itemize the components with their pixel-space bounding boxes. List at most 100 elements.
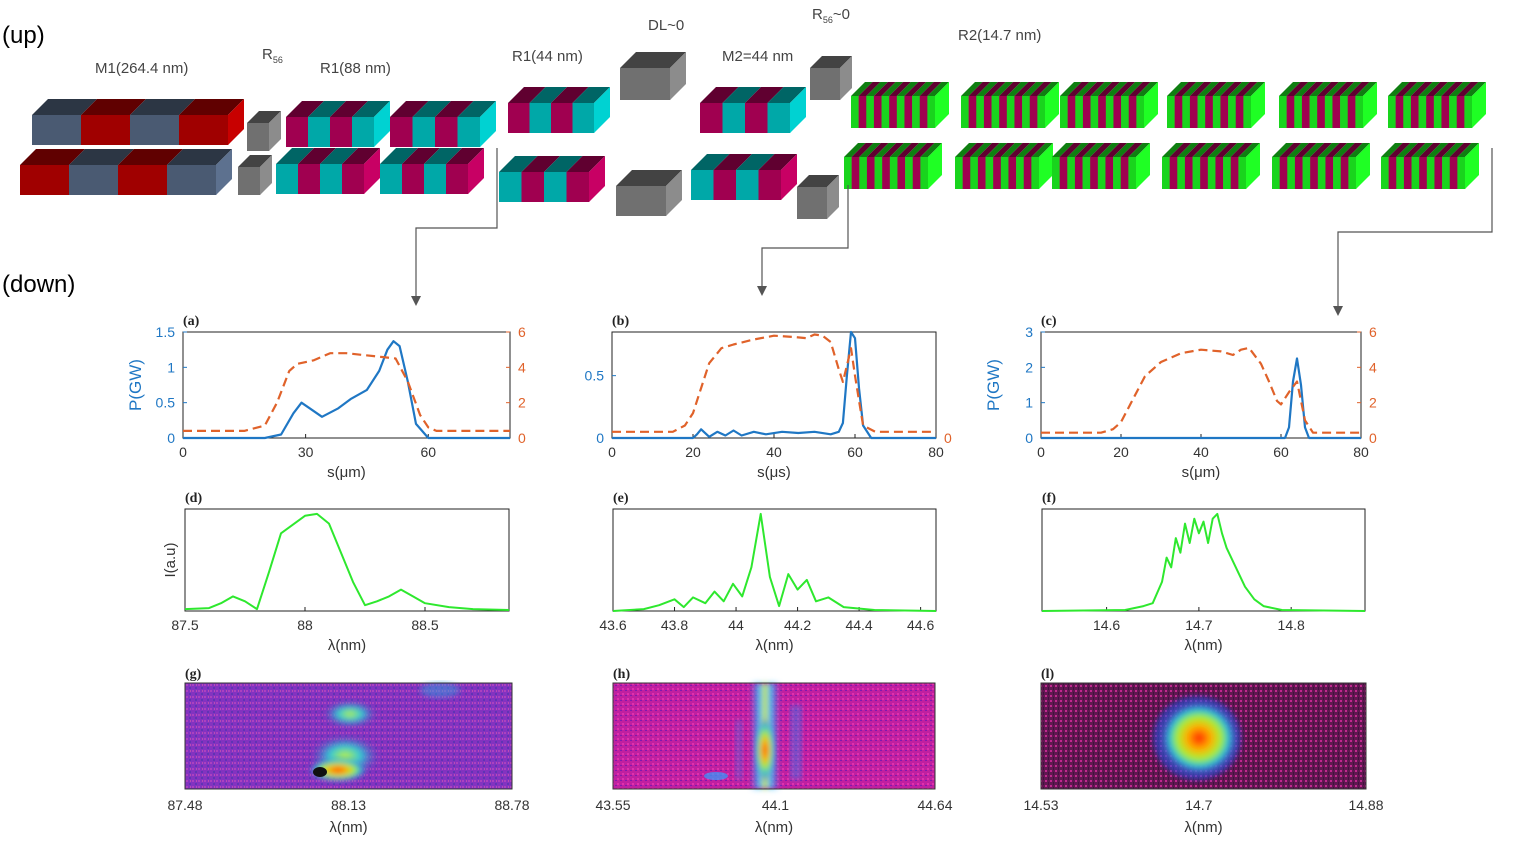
block-r2-top-0-front-9 (919, 96, 928, 128)
block-r1-88-b-top-0 (390, 101, 429, 117)
image-h-tick-label: 44.64 (917, 797, 952, 813)
block-r2-bottom-4-front-5 (1310, 157, 1319, 189)
chart-b-frame (611, 331, 937, 439)
up-label: (up) (2, 22, 45, 49)
block-r1-88-c-top-0 (276, 148, 314, 164)
block-r2-bottom-4-top-9 (1340, 143, 1363, 157)
chart-d: (d) 87.5 88 88.5 λ(nm) I(a.u) (162, 491, 510, 654)
block-r2-bottom-3-top-9 (1230, 143, 1253, 157)
block-r2-top-5-top-9 (1456, 82, 1479, 96)
block-r2-top-3-top-2 (1182, 82, 1204, 96)
block-r2-bottom-2-side (1136, 143, 1150, 189)
block-r2-bottom-1-front-4 (985, 157, 994, 189)
block-r2-bottom-2-front-8 (1113, 157, 1122, 189)
chart-f-xtick-label: 14.6 (1093, 617, 1120, 633)
block-r2-top-5-top-4 (1418, 82, 1441, 96)
block-r2-bottom-4-front-9 (1340, 157, 1349, 189)
block-r2-bottom-0-front-10 (920, 157, 929, 189)
block-r2-bottom-5-top-0 (1381, 143, 1403, 157)
block-m2-top-top-2 (745, 87, 784, 103)
block-m1-top (32, 99, 244, 145)
block-r2-top-4-top-8 (1340, 82, 1362, 96)
block-r2-bottom-0-top-2 (859, 143, 881, 157)
block-r2-top-5-top-3 (1410, 82, 1433, 96)
block-r1-44-bottom-front-0 (499, 172, 522, 202)
block-r2-bottom-4-front-8 (1333, 157, 1342, 189)
chart-b-xtick-label: 0 (608, 444, 616, 460)
block-r2-top-0-top-2 (866, 82, 888, 96)
block-r1-44-bottom-top-2 (544, 156, 583, 172)
block-r2-top-4 (1279, 82, 1377, 128)
m1-label: M1(264.4 nm) (95, 60, 188, 77)
chart-f-frame (1041, 508, 1366, 612)
block-r2-bottom-0-front-7 (897, 157, 906, 189)
block-r2-bottom-3-front-3 (1184, 157, 1193, 189)
chart-a-xtick-label: 30 (298, 444, 314, 460)
block-r2-bottom-3-top-4 (1192, 143, 1215, 157)
block-m1-bottom-top-3 (167, 149, 232, 165)
block-r2-top-2-front-2 (1075, 96, 1084, 128)
block-m1-top-front-0 (32, 115, 82, 145)
block-r2-bottom-4-top-6 (1317, 143, 1340, 157)
block-r1-44-bottom-top-0 (499, 156, 538, 172)
block-r2-top-0-front-3 (873, 96, 882, 128)
block-r2-top-4-front-0 (1279, 96, 1287, 128)
block-r2-top-0-top-4 (881, 82, 904, 96)
block-r2-top-2-top-7 (1113, 82, 1136, 96)
block-r1-88-a-side (374, 101, 390, 147)
block-r2-bottom-2-front-0 (1052, 157, 1060, 189)
block-r2-bottom-4-front-10 (1348, 157, 1357, 189)
block-r2-top-2-front-6 (1105, 96, 1114, 128)
block-r2-bottom-0-top-7 (897, 143, 920, 157)
block-r2-top-2-front-7 (1113, 96, 1122, 128)
block-r2-top-1-top-7 (1014, 82, 1037, 96)
block-r1-44-top-front-3 (572, 103, 595, 133)
block-r2-top-1-top-3 (983, 82, 1006, 96)
block-r2-top-1-side (1045, 82, 1059, 128)
chart-f-xtick-label: 14.7 (1185, 617, 1212, 633)
block-r2-bottom-4-top-4 (1302, 143, 1325, 157)
block-r2-bottom-0-top-1 (851, 143, 874, 157)
chart-b-xtick-label: 60 (847, 444, 863, 460)
block-r1-88-b-side (480, 101, 496, 147)
block-r2-bottom-5-front-2 (1396, 157, 1405, 189)
block-r1-44-top-top-3 (572, 87, 610, 103)
chart-a-ytick-left-label: 1 (167, 359, 175, 375)
block-r2-bottom-1-top-5 (993, 143, 1015, 157)
block-m1-top-top-2 (130, 99, 195, 115)
block-r2-top-2 (1060, 82, 1158, 128)
block-r2-bottom-5-front-0 (1381, 157, 1389, 189)
block-m1-top-side (228, 99, 244, 145)
block-r2-bottom-1-front-9 (1023, 157, 1032, 189)
delay-line-top-front-0 (620, 68, 671, 100)
block-r2-top-4-front-2 (1294, 96, 1303, 128)
block-r2-bottom-0 (844, 143, 942, 189)
image-i-hotspot (1159, 700, 1239, 776)
block-r2-top-5-front-6 (1433, 96, 1442, 128)
arrow-to-c (1337, 148, 1493, 312)
block-m2-bottom-top-0 (691, 154, 730, 170)
block-r1-88-b-top-2 (435, 101, 474, 117)
block-r1-88-a-front-1 (308, 117, 331, 147)
chart-a-panel-label: (a) (183, 314, 200, 329)
chart-a-xlabel: s(μm) (327, 464, 366, 481)
delay-line-bottom-side (666, 170, 682, 216)
arrow-heads (411, 286, 1343, 316)
chart-e-xtick-label: 44.4 (845, 617, 872, 633)
block-r2-bottom-2-front-10 (1128, 157, 1137, 189)
block-r2-top-4-top-3 (1301, 82, 1324, 96)
chart-c-series-power (1041, 357, 1361, 440)
arrow-head-a (411, 296, 421, 306)
block-r2-top-0-front-2 (866, 96, 875, 128)
block-r1-44-top-front-0 (508, 103, 530, 133)
delay-line-bottom (616, 170, 682, 216)
chart-d-frame (184, 508, 510, 612)
chart-f-xtick-label: 14.8 (1278, 617, 1305, 633)
chart-b-xtick-label: 20 (685, 444, 701, 460)
block-m1-top-front-2 (130, 115, 180, 145)
block-r2-top-2-front-10 (1136, 96, 1145, 128)
block-r2-top-3-top-10 (1243, 82, 1265, 96)
block-r2-top-1-top-1 (968, 82, 991, 96)
block-r1-88-c-top-3 (342, 148, 380, 164)
